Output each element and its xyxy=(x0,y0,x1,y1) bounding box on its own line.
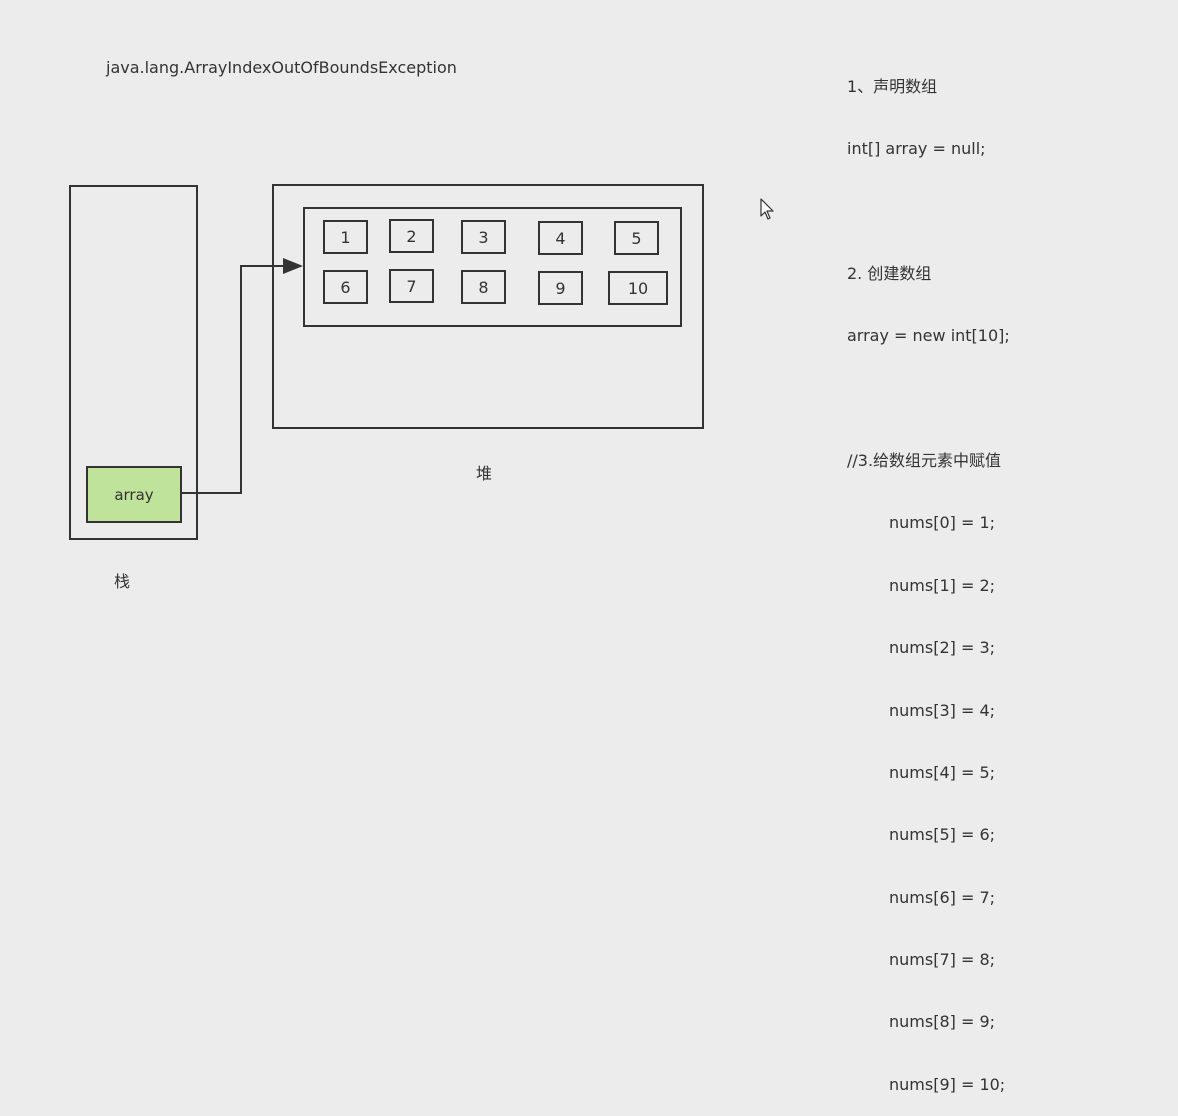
code-assignment-line: nums[6] = 7; xyxy=(889,887,996,907)
code-step2-title: 2. 创建数组 xyxy=(847,263,932,283)
array-cell: 5 xyxy=(614,221,659,255)
code-block: 1、声明数组 int[] array = null; 2. 创建数组 array… xyxy=(847,35,1010,1116)
array-cell: 9 xyxy=(538,271,583,305)
code-assignment-line: nums[0] = 1; xyxy=(889,513,996,533)
mouse-pointer-icon xyxy=(760,198,774,220)
array-cell: 7 xyxy=(389,269,434,303)
code-step2-line: array = new int[10]; xyxy=(847,326,1010,346)
code-assignment-line: nums[3] = 4; xyxy=(889,700,996,720)
array-cell: 1 xyxy=(323,220,368,254)
code-assignment-line: nums[1] = 2; xyxy=(889,575,996,595)
code-assignment-line: nums[2] = 3; xyxy=(889,638,996,658)
array-cell: 10 xyxy=(608,271,668,305)
code-blank-line xyxy=(847,389,1010,410)
code-assignment-line: nums[9] = 10; xyxy=(889,1074,1006,1094)
code-assignment-line: nums[8] = 9; xyxy=(889,1012,996,1032)
array-cell: 4 xyxy=(538,221,583,255)
array-cell: 8 xyxy=(461,270,506,304)
code-step1-title: 1、声明数组 xyxy=(847,76,938,96)
code-blank-line xyxy=(847,201,1010,222)
stack-label: 栈 xyxy=(114,572,131,591)
heap-frame xyxy=(272,184,704,429)
reference-arrow xyxy=(180,258,303,494)
code-assignment-line: nums[7] = 8; xyxy=(889,950,996,970)
stack-frame xyxy=(69,185,198,540)
code-assignment-line: nums[4] = 5; xyxy=(889,762,996,782)
code-step3-title: //3.给数组元素中赋值 xyxy=(847,450,1002,470)
exception-text: java.lang.ArrayIndexOutOfBoundsException xyxy=(106,58,457,77)
code-assignment-line: nums[5] = 6; xyxy=(889,825,996,845)
array-cell: 2 xyxy=(389,219,434,253)
array-cell: 3 xyxy=(461,220,506,254)
heap-label: 堆 xyxy=(476,464,493,483)
code-step1-line: int[] array = null; xyxy=(847,138,986,158)
heap-array-object xyxy=(303,207,682,327)
stack-variable-array: array xyxy=(86,466,182,523)
array-cell: 6 xyxy=(323,270,368,304)
